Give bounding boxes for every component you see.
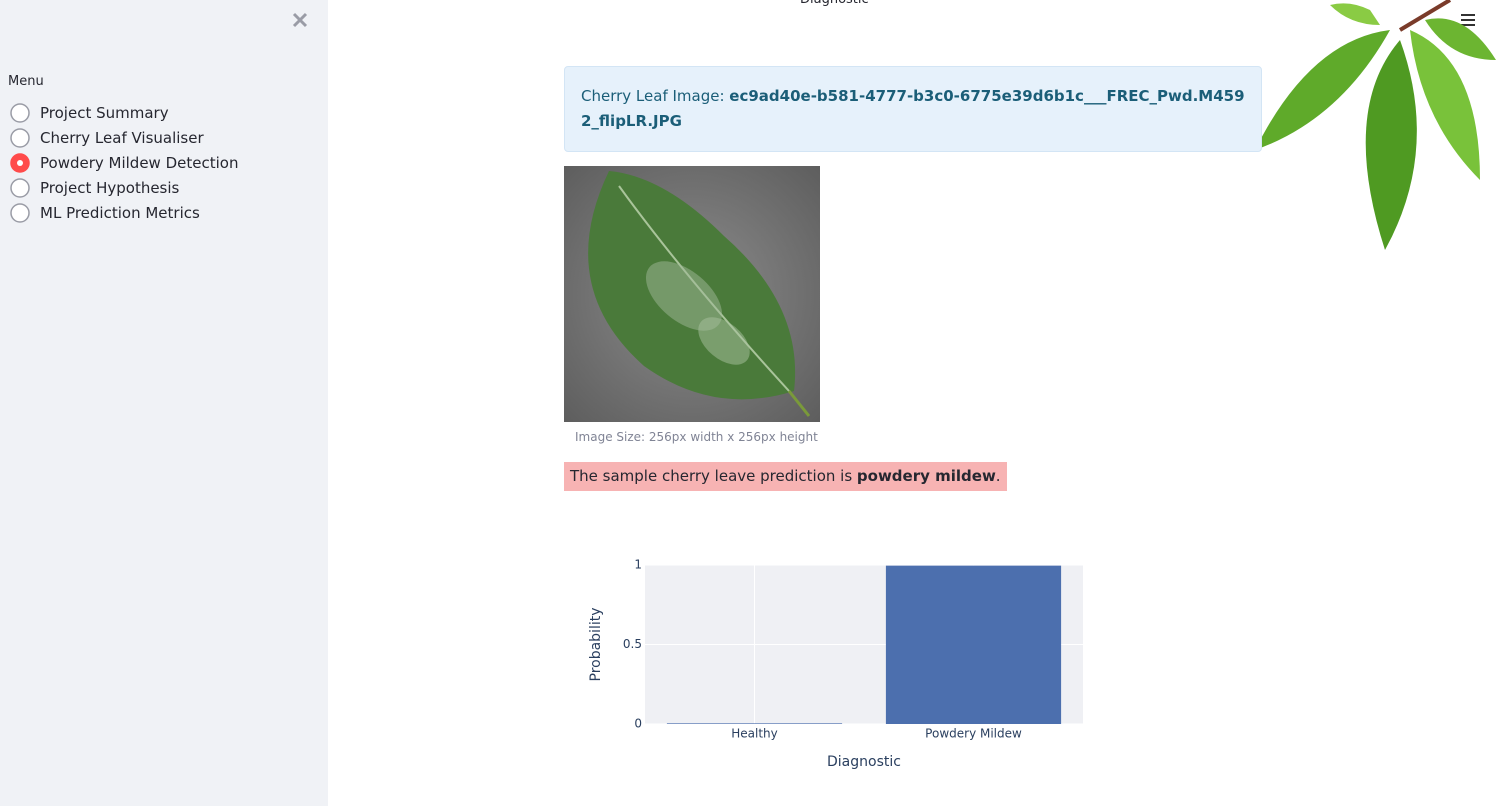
probability-chart: 0 0.5 1 Healthy Powdery Mildew Diagnostic Prob… xyxy=(588,558,1083,770)
image-caption: Image Size: 256px width x 256px height xyxy=(575,430,818,444)
bar xyxy=(885,565,1062,724)
radio-button[interactable] xyxy=(10,103,30,123)
info-box: Cherry Leaf Image: ec9ad40e-b581-4777-b3… xyxy=(564,66,1262,152)
menu-button[interactable] xyxy=(1455,10,1479,30)
x-tick-label: Healthy xyxy=(731,727,778,741)
radio-option[interactable]: Cherry Leaf Visualiser xyxy=(40,129,204,147)
radio-group xyxy=(10,103,30,223)
sidebar: Menu Project Summary Cherry Leaf Visualis… xyxy=(0,0,328,806)
y-tick-label: 0.5 xyxy=(623,637,642,651)
y-axis-label: Probability xyxy=(588,607,604,681)
prediction-banner: The sample cherry leave prediction is po… xyxy=(564,462,1007,491)
radio-option[interactable]: Powdery Mildew Detection xyxy=(40,154,239,172)
x-axis-label: Diagnostic xyxy=(827,754,901,770)
radio-option[interactable]: ML Prediction Metrics xyxy=(40,204,200,222)
y-tick-label: 0 xyxy=(634,717,642,731)
close-button[interactable] xyxy=(290,10,310,30)
x-tick-label: Powdery Mildew xyxy=(925,727,1022,741)
info-prefix: Cherry Leaf Image: xyxy=(581,87,730,105)
leaf-image xyxy=(564,166,820,422)
bar xyxy=(666,723,843,724)
menu-label: Menu xyxy=(8,74,44,89)
prediction-suffix: . xyxy=(995,467,1001,485)
radio-option[interactable]: Project Hypothesis xyxy=(40,179,180,197)
leaf-decoration xyxy=(1255,0,1496,250)
radio-dot xyxy=(17,160,23,166)
radio-button[interactable] xyxy=(10,128,30,148)
prediction-text: The sample cherry leave prediction is xyxy=(570,467,857,485)
y-tick-label: 1 xyxy=(634,558,642,572)
partial-axis-label: Diagnostic xyxy=(800,0,869,7)
radio-button[interactable] xyxy=(10,203,30,223)
radio-button[interactable] xyxy=(10,178,30,198)
radio-option[interactable]: Project Summary xyxy=(40,104,169,122)
image-filename: ec9ad40e-b581-4777-b3c0-6775e39d6b1c___F… xyxy=(581,87,1245,130)
prediction-result: powdery mildew xyxy=(856,467,996,485)
